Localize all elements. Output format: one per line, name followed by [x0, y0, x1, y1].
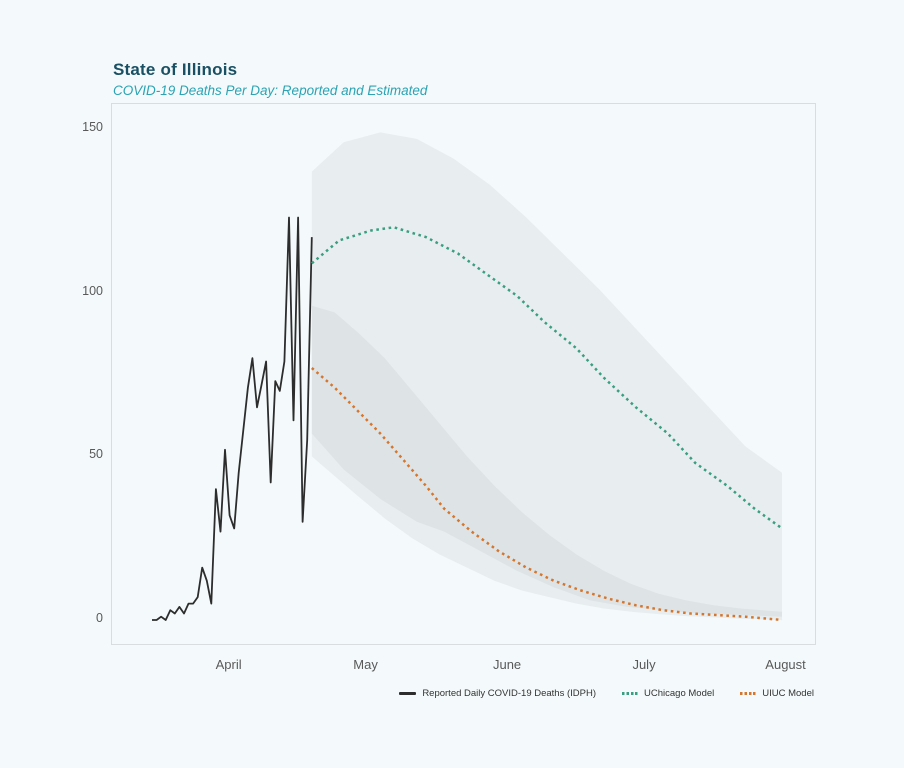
uiuc-confidence-interval-band — [311, 305, 782, 620]
uchicago-model-line — [310, 226, 783, 530]
uchicago-line-swatch — [622, 692, 639, 695]
x-tick-label-june: June — [492, 657, 522, 672]
legend-item-reported: Reported Daily COVID-19 Deaths (IDPH) — [399, 688, 596, 699]
uiuc-line-swatch — [740, 692, 757, 695]
uchicago-confidence-interval-band — [311, 132, 782, 617]
legend-label-reported: Reported Daily COVID-19 Deaths (IDPH) — [422, 688, 597, 699]
chart-plot-area — [111, 103, 816, 645]
legend-item-uchicago: UChicago Model — [622, 688, 714, 699]
y-tick-label-50: 50 — [89, 447, 103, 462]
reported-line-swatch — [399, 692, 417, 695]
page-title: State of Illinois — [113, 60, 238, 79]
reported-daily-covid-19-deaths-idph--line — [152, 216, 313, 621]
y-tick-label-0: 0 — [96, 611, 103, 625]
x-tick-label-august: August — [765, 657, 806, 672]
covid-chart-canvas — [152, 132, 783, 622]
x-tick-label-april: April — [215, 657, 242, 672]
chart-legend: Reported Daily COVID-19 Deaths (IDPH) UC… — [111, 688, 814, 699]
legend-label-uchicago: UChicago Model — [644, 688, 715, 699]
y-tick-label-150: 150 — [82, 120, 103, 135]
legend-label-uiuc: UIUC Model — [762, 688, 814, 699]
x-tick-label-may: May — [353, 657, 378, 672]
y-tick-label-100: 100 — [82, 283, 103, 298]
legend-item-uiuc: UIUC Model — [740, 688, 814, 699]
x-tick-label-july: July — [632, 657, 656, 672]
page-subtitle: COVID-19 Deaths Per Day: Reported and Es… — [113, 83, 428, 98]
chart-header: State of Illinois COVID-19 Deaths Per Da… — [113, 60, 427, 98]
uiuc-model-line — [310, 367, 783, 622]
